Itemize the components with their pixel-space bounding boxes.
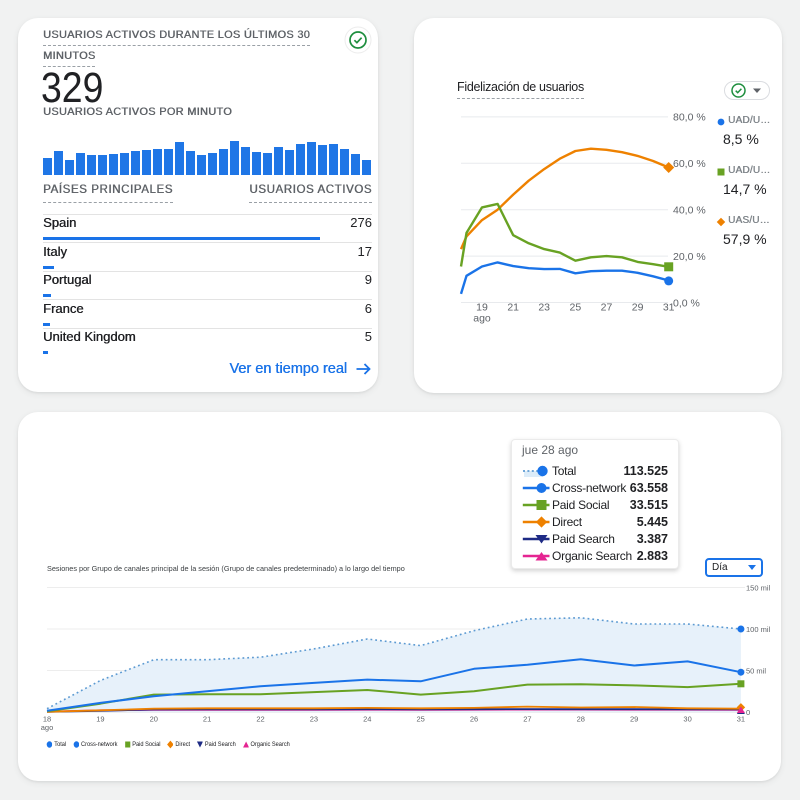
svg-text:20,0 %: 20,0 %: [673, 251, 706, 263]
svg-text:27: 27: [523, 715, 531, 724]
svg-text:ago: ago: [473, 313, 491, 325]
svg-text:20: 20: [150, 715, 158, 724]
svg-text:40,0 %: 40,0 %: [673, 205, 706, 217]
svg-text:50 mil: 50 mil: [746, 666, 766, 675]
svg-text:0: 0: [746, 708, 750, 717]
svg-text:22: 22: [256, 715, 264, 724]
svg-text:31: 31: [663, 302, 675, 314]
svg-text:26: 26: [470, 715, 478, 724]
svg-text:29: 29: [632, 302, 644, 314]
svg-text:25: 25: [570, 302, 582, 314]
svg-text:27: 27: [601, 302, 613, 314]
svg-text:19: 19: [476, 302, 488, 314]
svg-text:60,0 %: 60,0 %: [673, 158, 706, 170]
svg-text:80,0 %: 80,0 %: [673, 112, 706, 124]
svg-text:29: 29: [630, 715, 638, 724]
svg-text:21: 21: [507, 302, 519, 314]
svg-text:23: 23: [310, 715, 318, 724]
svg-text:ago: ago: [41, 723, 54, 732]
svg-text:19: 19: [96, 715, 104, 724]
svg-text:25: 25: [417, 715, 425, 724]
svg-text:23: 23: [538, 302, 550, 314]
svg-text:0,0 %: 0,0 %: [673, 297, 700, 309]
svg-text:31: 31: [737, 715, 745, 724]
svg-text:21: 21: [203, 715, 211, 724]
svg-text:100 mil: 100 mil: [746, 625, 771, 634]
svg-text:150 mil: 150 mil: [746, 583, 771, 592]
svg-text:28: 28: [577, 715, 585, 724]
svg-text:18: 18: [43, 715, 51, 724]
svg-text:24: 24: [363, 715, 371, 724]
svg-text:30: 30: [683, 715, 691, 724]
